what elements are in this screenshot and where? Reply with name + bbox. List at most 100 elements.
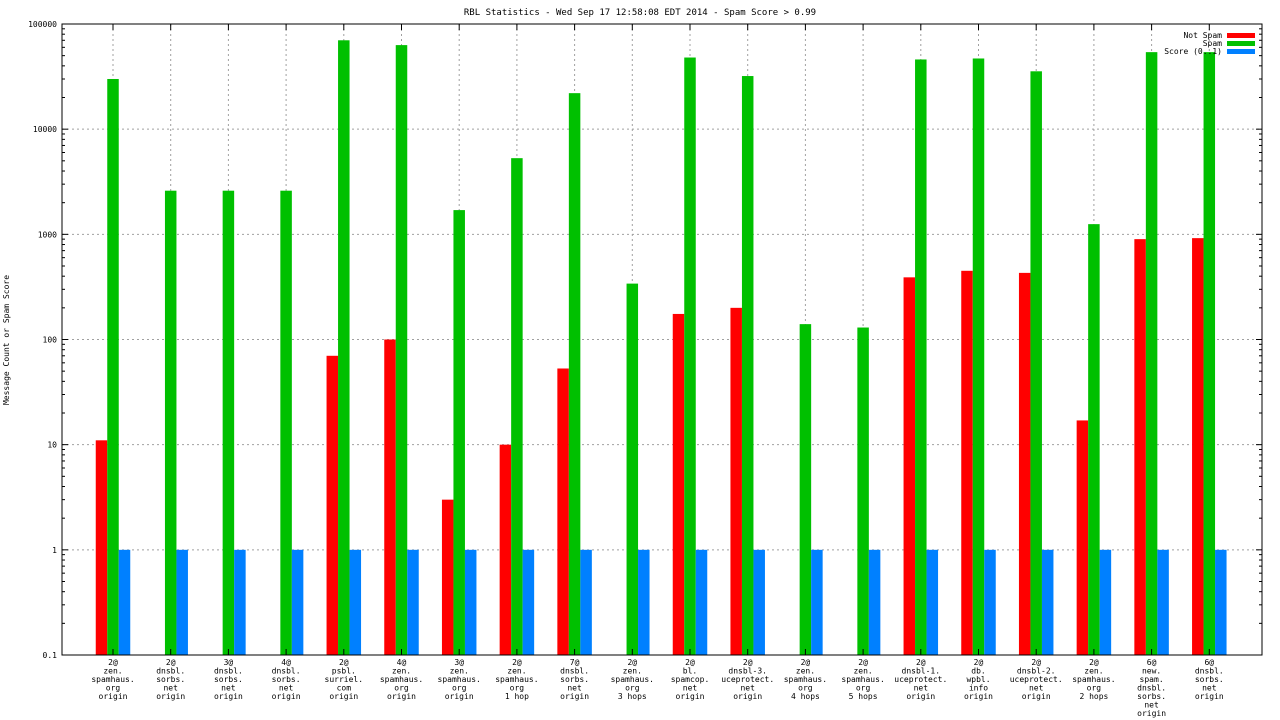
- x-category-label: com: [337, 684, 352, 693]
- bar-score-0-1: [176, 549, 188, 655]
- x-category-label: origin: [676, 692, 705, 701]
- bar-spam: [857, 327, 869, 655]
- bar-not-spam: [441, 499, 454, 655]
- x-category-label: zen.: [392, 667, 411, 676]
- x-category-label: sorbs.: [1137, 692, 1166, 701]
- x-category-label: zen.: [1084, 667, 1103, 676]
- bar-not-spam: [499, 444, 512, 655]
- bar-spam: [222, 190, 235, 656]
- bar-spam: [799, 324, 812, 655]
- bar-score-0-1: [118, 549, 131, 655]
- bar-score-0-1: [868, 549, 881, 655]
- bar-not-spam: [903, 277, 916, 655]
- y-tick-label: 10: [47, 441, 57, 450]
- bar-not-spam: [326, 355, 339, 655]
- x-category-label: 2@: [916, 658, 926, 667]
- x-category-label: 2@: [801, 658, 811, 667]
- y-axis-label: Message Count or Spam Score: [2, 275, 11, 405]
- x-category-label: origin: [906, 692, 935, 701]
- x-category-label: sorbs.: [560, 675, 589, 684]
- x-category-label: origin: [156, 692, 185, 701]
- bar-score-0-1: [580, 549, 592, 655]
- x-category-label: 6@: [1147, 658, 1157, 667]
- x-category-label: zen.: [796, 667, 815, 676]
- bar-spam: [626, 283, 639, 655]
- y-tick-label: 1000: [38, 230, 57, 239]
- x-category-label: 6@: [1204, 658, 1214, 667]
- x-category-label: origin: [214, 692, 243, 701]
- x-category-label: net: [1202, 684, 1217, 693]
- x-category-label: 4 hops: [791, 692, 820, 701]
- x-category-label: new.: [1142, 667, 1161, 676]
- x-category-label: surriel.: [325, 675, 364, 684]
- x-category-label: 2 hops: [1079, 692, 1108, 701]
- x-category-label: spamhaus.: [841, 675, 884, 684]
- bar-score-0-1: [522, 549, 535, 655]
- x-category-label: 2@: [108, 658, 118, 667]
- chart-title: RBL Statistics - Wed Sep 17 12:58:08 EDT…: [464, 8, 816, 18]
- bar-spam: [1030, 71, 1042, 656]
- x-category-label: spamhaus.: [1072, 675, 1115, 684]
- x-category-label: org: [798, 684, 813, 693]
- x-category-label: sorbs.: [214, 675, 243, 684]
- x-category-label: net: [221, 684, 236, 693]
- x-category-label: dnsbl-1.: [902, 667, 941, 676]
- x-category-label: dnsbl.: [156, 667, 185, 676]
- bar-spam: [741, 76, 754, 655]
- y-axis-ticks: 0.1 1 10 100 1000 10000 100000: [28, 20, 1262, 660]
- x-category-label: origin: [329, 692, 358, 701]
- x-category-label: dnsbl.: [560, 667, 589, 676]
- x-category-label: zen.: [507, 667, 526, 676]
- bar-score-0-1: [984, 549, 996, 655]
- x-category-label: sorbs.: [1195, 675, 1224, 684]
- x-category-label: net: [567, 684, 582, 693]
- x-category-label: dnsbl.: [214, 667, 243, 676]
- x-category-label: spam.: [1140, 675, 1164, 684]
- y-tick-label: 0.1: [43, 651, 58, 660]
- x-category-label: 5 hops: [849, 692, 878, 701]
- x-category-label: 1 hop: [505, 692, 529, 701]
- bar-score-0-1: [464, 549, 477, 655]
- x-category-label: origin: [733, 692, 762, 701]
- bar-score-0-1: [638, 549, 650, 655]
- x-category-label: origin: [272, 692, 301, 701]
- x-category-label: dnsbl.: [1195, 667, 1224, 676]
- x-category-label: org: [510, 684, 525, 693]
- y-tick-label: 1: [52, 546, 57, 555]
- x-category-label: sorbs.: [272, 675, 301, 684]
- x-category-label: dnsbl.: [1137, 684, 1166, 693]
- legend-swatch: [1227, 49, 1255, 54]
- bar-not-spam: [1076, 420, 1089, 655]
- x-category-label: spamhaus.: [91, 675, 134, 684]
- x-category-label: spamhaus.: [495, 675, 538, 684]
- x-category-label: origin: [964, 692, 993, 701]
- bar-spam: [338, 40, 350, 655]
- x-category-label: org: [452, 684, 467, 693]
- bar-not-spam: [730, 307, 742, 655]
- x-category-label: zen.: [450, 667, 469, 676]
- bars: [95, 40, 1227, 656]
- bar-spam: [395, 45, 408, 656]
- bar-spam: [1088, 224, 1100, 655]
- bar-score-0-1: [811, 549, 823, 655]
- x-category-label: dnsbl-2.: [1017, 667, 1056, 676]
- bar-score-0-1: [291, 549, 304, 655]
- x-category-label: 2@: [858, 658, 868, 667]
- bar-spam: [915, 59, 927, 656]
- x-category-label: 2@: [1031, 658, 1041, 667]
- x-category-label: 3 hops: [618, 692, 647, 701]
- x-category-label: 2@: [1089, 658, 1099, 667]
- y-tick-label: 10000: [33, 125, 57, 134]
- x-category-label: sorbs.: [156, 675, 185, 684]
- bar-score-0-1: [407, 549, 419, 655]
- x-category-label: zen.: [853, 667, 872, 676]
- x-category-label: 2@: [974, 658, 984, 667]
- x-category-label: spamhaus.: [438, 675, 481, 684]
- y-tick-label: 100000: [28, 20, 57, 29]
- x-category-label: 2@: [339, 658, 349, 667]
- bar-not-spam: [1192, 238, 1204, 655]
- x-category-label: uceprotect.: [894, 675, 947, 684]
- x-category-label: org: [1087, 684, 1102, 693]
- x-category-label: 3@: [454, 658, 464, 667]
